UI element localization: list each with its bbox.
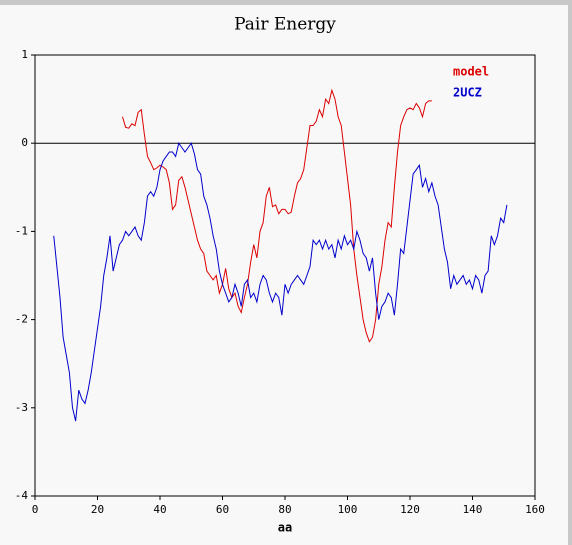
x-tick-label: 20	[91, 503, 104, 516]
y-tick-label: -1	[15, 224, 28, 237]
x-tick-label: 0	[32, 503, 39, 516]
x-tick-label: 120	[400, 503, 420, 516]
line-series	[53, 142, 508, 422]
x-tick-label: 140	[463, 503, 483, 516]
line-series	[122, 88, 432, 343]
x-axis-label: aa	[278, 521, 292, 535]
y-tick-label: 1	[21, 48, 28, 61]
x-tick-label: 80	[278, 503, 291, 516]
legend-entry: model	[453, 65, 489, 79]
y-tick-label: -4	[15, 489, 29, 502]
x-tick-label: 40	[153, 503, 166, 516]
y-tick-label: -3	[15, 401, 28, 414]
x-tick-label: 160	[525, 503, 545, 516]
x-tick-label: 100	[338, 503, 358, 516]
chart-title: Pair Energy	[234, 15, 336, 35]
y-tick-label: -2	[15, 313, 28, 326]
right-strip	[568, 0, 572, 545]
top-strip	[0, 0, 572, 5]
legend-entry: 2UCZ	[453, 86, 482, 100]
x-tick-label: 60	[216, 503, 229, 516]
y-tick-label: 0	[21, 136, 28, 149]
